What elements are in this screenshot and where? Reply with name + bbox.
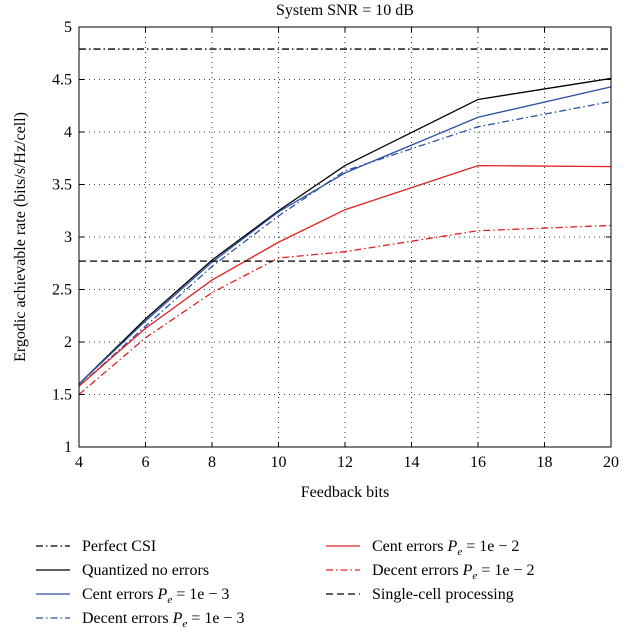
y-tick-label: 1.5 <box>52 387 72 404</box>
series-lines <box>78 48 612 395</box>
x-tick-label: 6 <box>142 454 150 471</box>
series-line <box>78 164 612 387</box>
y-tick-label: 2.5 <box>52 282 72 299</box>
legend-label: Cent errors Pe = 1e − 3 <box>82 586 229 606</box>
x-tick-label: 12 <box>337 454 353 471</box>
legend-label: Decent errors Pe = 1e − 3 <box>82 610 244 630</box>
y-axis-label: Ergodic achievable rate (bits/s/Hz/cell) <box>12 112 29 362</box>
x-tick-label: 16 <box>470 454 486 471</box>
y-tick-label: 3.5 <box>52 177 72 194</box>
ticks: 4 6 8 10 12 14 16 18 20 1 1.5 2 2.5 3 3.5 4 4.5 5 <box>52 19 619 471</box>
legend-label: Quantized no errors <box>82 562 209 579</box>
x-tick-label: 10 <box>271 454 287 471</box>
legend-label: Decent errors Pe = 1e − 2 <box>372 562 534 582</box>
series-line <box>78 86 612 385</box>
legend-label: Perfect CSI <box>82 538 156 555</box>
x-tick-label: 18 <box>537 454 553 471</box>
series-line <box>78 224 612 395</box>
y-tick-label: 5 <box>64 19 72 36</box>
series-line <box>78 100 612 387</box>
x-tick-label: 20 <box>603 454 619 471</box>
series-line <box>78 77 612 385</box>
legend-label: Cent errors Pe = 1e − 2 <box>372 538 519 558</box>
y-tick-label: 4.5 <box>52 72 72 89</box>
y-tick-label: 1 <box>64 439 72 456</box>
x-tick-label: 8 <box>208 454 216 471</box>
grid <box>79 27 611 447</box>
chart-title: System SNR = 10 dB <box>276 2 414 19</box>
legend: Perfect CSI Quantized no errors Cent error… <box>36 538 534 630</box>
y-tick-label: 4 <box>64 124 72 141</box>
legend-label: Single-cell processing <box>372 586 514 603</box>
x-tick-label: 4 <box>75 454 83 471</box>
x-axis-label: Feedback bits <box>301 484 389 501</box>
y-tick-label: 2 <box>64 334 72 351</box>
y-tick-label: 3 <box>64 229 72 246</box>
x-tick-label: 14 <box>404 454 420 471</box>
